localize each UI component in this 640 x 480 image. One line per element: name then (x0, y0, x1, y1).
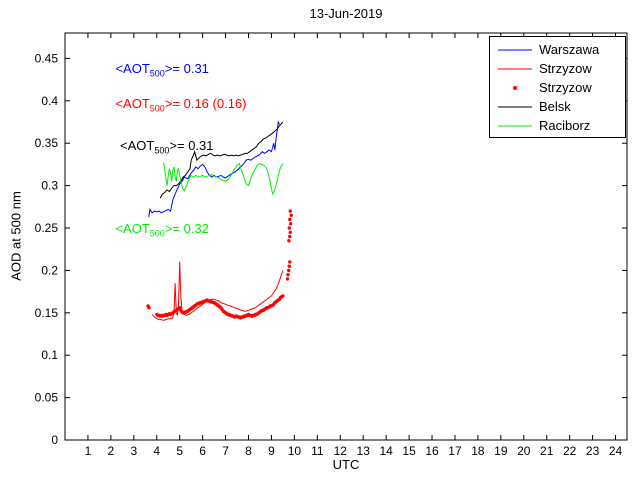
legend-label: Warszawa (539, 42, 600, 57)
legend-line-sample (498, 68, 532, 69)
svg-text:22: 22 (563, 444, 577, 458)
annotation-text: >= 0.32 (164, 221, 209, 237)
legend-dot-sample (513, 85, 517, 90)
svg-text:1: 1 (85, 444, 92, 458)
svg-text:4: 4 (153, 444, 160, 458)
legend-label: Strzyzow (539, 80, 592, 95)
legend: Warszawa Strzyzow Strzyzow Belsk Racibor… (489, 36, 626, 138)
legend-item-strzyzow-dots: Strzyzow (490, 78, 625, 97)
svg-text:11: 11 (311, 444, 324, 458)
annotation-text: >= 0.31 (169, 138, 214, 153)
aot-annotation-strzyzow: <AOT500>= 0.16 (0.16) (115, 96, 246, 114)
svg-text:0.35: 0.35 (35, 136, 59, 150)
legend-item-raciborz: Raciborz (490, 116, 625, 135)
svg-text:0.1: 0.1 (41, 348, 58, 362)
svg-text:0.25: 0.25 (35, 221, 59, 235)
legend-label: Belsk (539, 99, 571, 114)
legend-label: Raciborz (539, 118, 591, 133)
svg-text:18: 18 (471, 444, 485, 458)
legend-label: Strzyzow (539, 61, 592, 76)
svg-text:9: 9 (268, 444, 275, 458)
svg-text:3: 3 (130, 444, 137, 458)
svg-text:19: 19 (494, 444, 508, 458)
svg-text:20: 20 (517, 444, 531, 458)
aot-annotation-belsk: <AOT500>= 0.31 (120, 138, 213, 156)
y-axis-label: AOD at 500 nm (8, 191, 24, 281)
svg-text:0.15: 0.15 (35, 306, 59, 320)
legend-item-belsk: Belsk (490, 97, 625, 116)
x-axis-label: UTC (332, 457, 360, 472)
svg-text:8: 8 (245, 444, 252, 458)
annotation-subscript: 500 (149, 103, 165, 114)
legend-line-sample (498, 49, 532, 50)
annotation-text: <AOT (115, 221, 150, 237)
svg-text:0: 0 (51, 433, 58, 447)
annotation-subscript: 500 (154, 145, 170, 156)
svg-text:21: 21 (540, 444, 554, 458)
annotation-text: >= 0.31 (164, 60, 209, 76)
svg-text:14: 14 (379, 444, 393, 458)
legend-item-warszawa: Warszawa (490, 40, 625, 59)
svg-text:24: 24 (609, 444, 623, 458)
svg-text:17: 17 (448, 444, 462, 458)
svg-text:16: 16 (425, 444, 439, 458)
svg-text:13: 13 (357, 444, 371, 458)
svg-text:23: 23 (586, 444, 600, 458)
svg-text:2: 2 (108, 444, 115, 458)
svg-text:0.05: 0.05 (35, 391, 59, 405)
svg-text:5: 5 (176, 444, 183, 458)
annotation-text: <AOT (115, 60, 150, 76)
annotation-text: <AOT (115, 95, 150, 111)
svg-text:10: 10 (288, 444, 302, 458)
svg-text:0.45: 0.45 (35, 51, 59, 65)
annotation-text: <AOT (120, 138, 155, 153)
svg-text:12: 12 (334, 444, 348, 458)
legend-item-strzyzow-line: Strzyzow (490, 59, 625, 78)
chart-title: 13-Jun-2019 (309, 6, 383, 21)
svg-text:15: 15 (402, 444, 416, 458)
svg-text:6: 6 (199, 444, 206, 458)
legend-line-sample (498, 125, 532, 126)
annotation-subscript: 500 (149, 68, 165, 79)
svg-text:7: 7 (222, 444, 229, 458)
annotation-subscript: 500 (149, 228, 165, 239)
aot-annotation-warszawa: <AOT500>= 0.31 (115, 61, 208, 79)
legend-line-sample (498, 106, 532, 107)
aot-annotation-raciborz: <AOT500>= 0.32 (115, 221, 208, 239)
svg-text:0.4: 0.4 (41, 94, 58, 108)
svg-text:0.3: 0.3 (41, 179, 58, 193)
svg-text:0.2: 0.2 (41, 263, 58, 277)
annotation-text: >= 0.16 (0.16) (164, 95, 247, 111)
